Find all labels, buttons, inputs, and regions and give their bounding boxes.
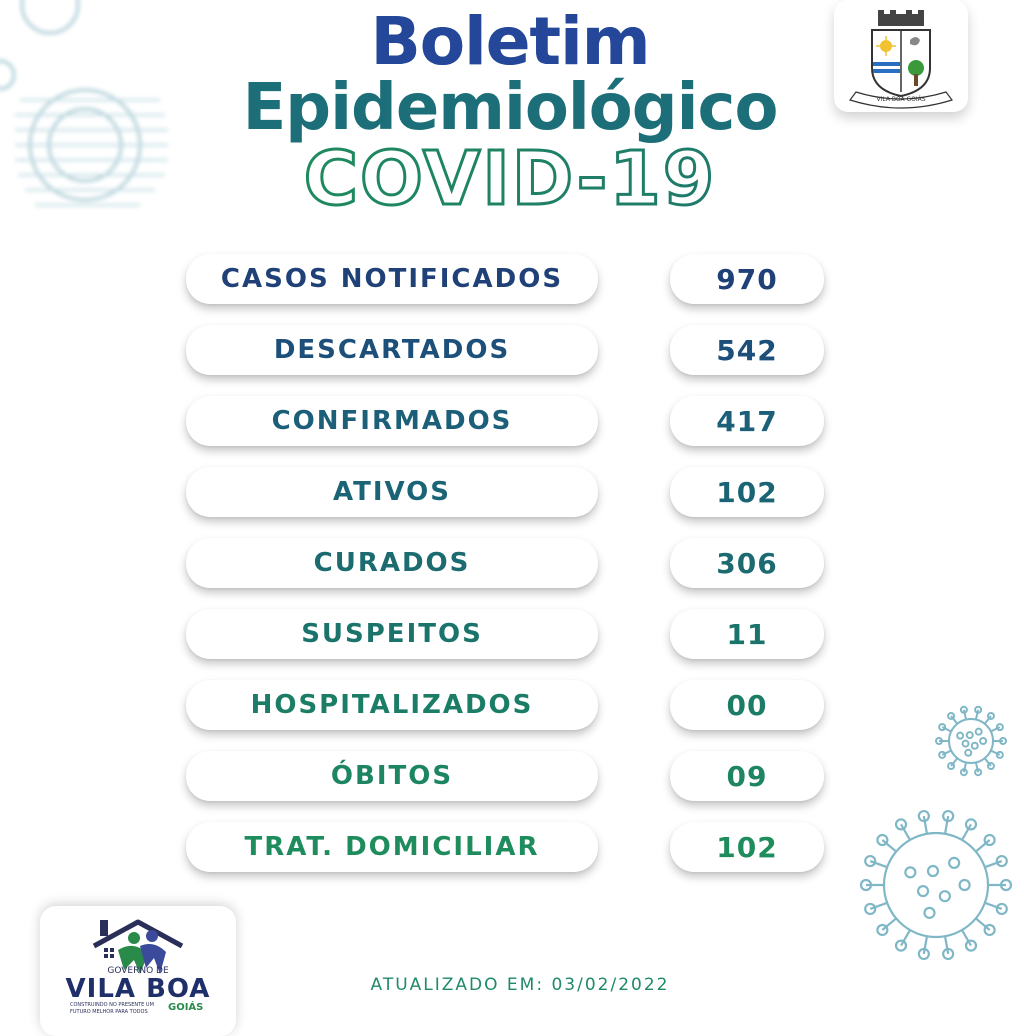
stat-value: 970 [670, 254, 824, 304]
municipal-crest-card: VILA BOA GOIÁS [834, 0, 968, 112]
stat-label: ÓBITOS [186, 751, 598, 801]
logo-tagline-2: FUTURO MELHOR PARA TODOS [70, 1009, 148, 1015]
stat-value: 00 [670, 680, 824, 730]
stat-label: CURADOS [186, 538, 598, 588]
logo-line-1: GOVERNO DE [107, 966, 169, 976]
house-people-logo-icon [92, 919, 184, 974]
blurred-virus-decoration [0, 0, 168, 206]
virus-decoration-small [935, 705, 1007, 777]
crest-ribbon-text: VILA BOA GOIÁS [876, 96, 925, 103]
title-line-1: Boletim [200, 9, 820, 75]
stat-label: HOSPITALIZADOS [186, 680, 598, 730]
coat-of-arms-icon: VILA BOA GOIÁS [849, 10, 953, 109]
stat-value: 102 [670, 822, 824, 872]
stat-label: CASOS NOTIFICADOS [186, 254, 598, 304]
stat-value: 417 [670, 396, 824, 446]
title-line-2: Epidemiológico [242, 71, 779, 145]
stat-label: SUSPEITOS [186, 609, 598, 659]
stat-value: 306 [670, 538, 824, 588]
stat-value: 102 [670, 467, 824, 517]
title-covid-outline: COVID-19 [302, 138, 717, 218]
virus-decoration-large [859, 809, 1013, 961]
stat-label: DESCARTADOS [186, 325, 598, 375]
stat-value: 542 [670, 325, 824, 375]
stat-label: TRAT. DOMICILIAR [186, 822, 598, 872]
logo-line-3: GOIÁS [168, 1002, 204, 1013]
updated-date: ATUALIZADO EM: 03/02/2022 [370, 975, 670, 995]
stat-value: 09 [670, 751, 824, 801]
title-line-3: COVID-19 [304, 138, 717, 218]
logo-line-2: VILA BOA [65, 974, 211, 1004]
logo-tagline-1: CONSTRUINDO NO PRESENTE UM [70, 1002, 154, 1008]
stat-label: CONFIRMADOS [186, 396, 598, 446]
title-block: Boletim Epidemiológico [200, 9, 820, 145]
stat-label: ATIVOS [186, 467, 598, 517]
stat-value: 11 [670, 609, 824, 659]
government-logo-card: GOVERNO DE VILA BOA GOIÁS CONSTRUINDO NO… [40, 906, 236, 1036]
